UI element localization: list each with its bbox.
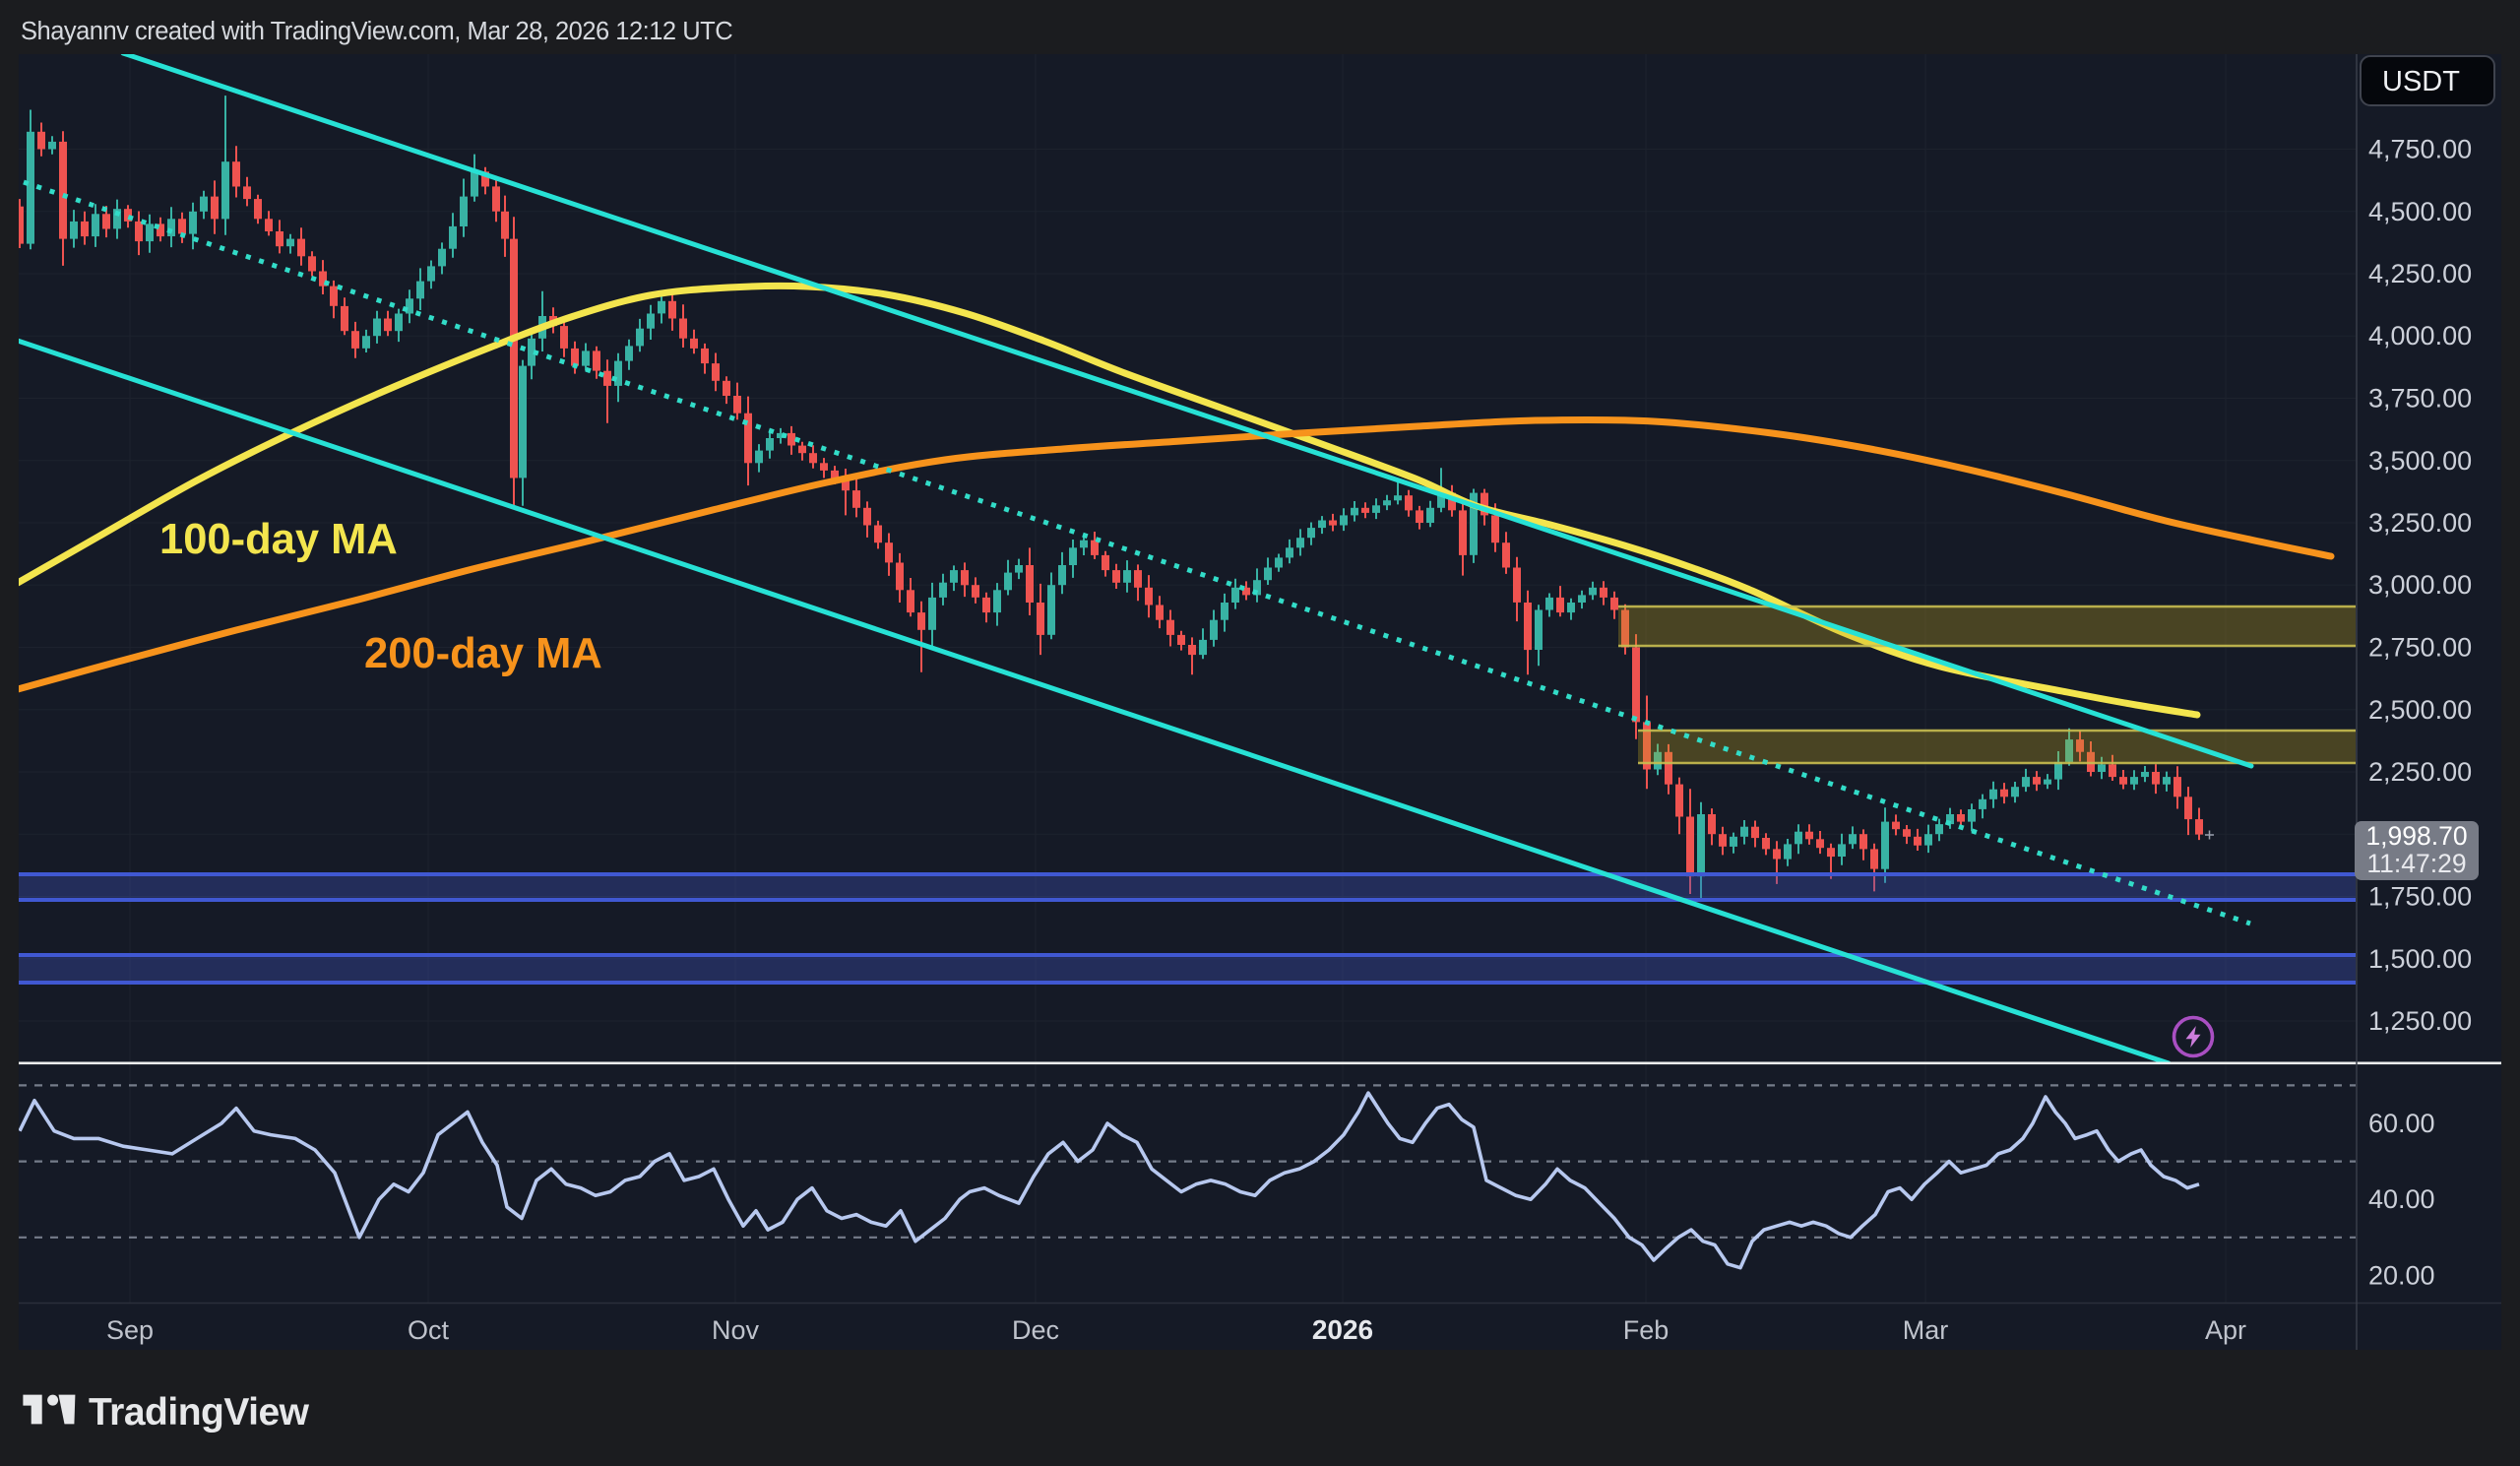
svg-text:3,250.00: 3,250.00 (2368, 508, 2472, 538)
svg-text:11:47:29: 11:47:29 (2366, 849, 2466, 878)
svg-text:4,000.00: 4,000.00 (2368, 321, 2472, 351)
svg-text:3,750.00: 3,750.00 (2368, 384, 2472, 414)
svg-text:TradingView: TradingView (89, 1391, 310, 1434)
svg-text:200-day MA: 200-day MA (364, 630, 602, 677)
svg-text:2,750.00: 2,750.00 (2368, 633, 2472, 663)
svg-text:2,250.00: 2,250.00 (2368, 757, 2472, 787)
svg-text:3,500.00: 3,500.00 (2368, 446, 2472, 476)
svg-text:60.00: 60.00 (2368, 1109, 2435, 1138)
svg-text:100-day MA: 100-day MA (159, 516, 398, 563)
svg-text:1,250.00: 1,250.00 (2368, 1006, 2472, 1036)
svg-text:2,500.00: 2,500.00 (2368, 695, 2472, 725)
svg-text:2026: 2026 (1312, 1314, 1373, 1345)
svg-text:Dec: Dec (1012, 1315, 1059, 1345)
svg-text:3,000.00: 3,000.00 (2368, 570, 2472, 600)
svg-text:4,500.00: 4,500.00 (2368, 197, 2472, 226)
svg-text:4,250.00: 4,250.00 (2368, 259, 2472, 288)
svg-text:40.00: 40.00 (2368, 1184, 2435, 1214)
svg-text:USDT: USDT (2382, 66, 2460, 97)
svg-text:1,750.00: 1,750.00 (2368, 882, 2472, 912)
svg-text:20.00: 20.00 (2368, 1260, 2435, 1290)
svg-text:1,998.70: 1,998.70 (2365, 821, 2467, 851)
svg-text:Shayannv created with TradingV: Shayannv created with TradingView.com, M… (21, 18, 732, 45)
svg-text:1,500.00: 1,500.00 (2368, 944, 2472, 974)
svg-text:Mar: Mar (1903, 1315, 1949, 1345)
svg-text:4,750.00: 4,750.00 (2368, 135, 2472, 164)
svg-text:Oct: Oct (408, 1315, 450, 1345)
svg-text:Feb: Feb (1623, 1315, 1670, 1345)
svg-text:Nov: Nov (712, 1315, 760, 1345)
svg-text:Apr: Apr (2205, 1315, 2246, 1345)
svg-text:Sep: Sep (106, 1315, 154, 1345)
